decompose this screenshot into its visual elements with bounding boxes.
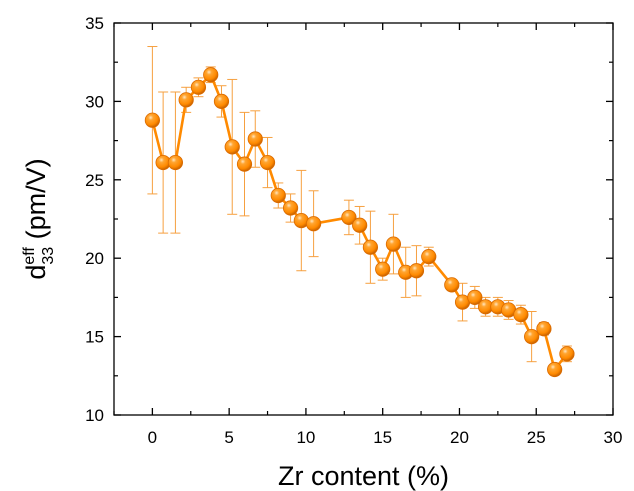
data-point: [341, 209, 357, 226]
y-axis-label: deff 33 (pm/V): [21, 158, 57, 279]
data-point: [524, 328, 540, 345]
data-point: [178, 92, 194, 108]
y-tick-label: 20: [85, 249, 104, 268]
y-tick-label: 30: [85, 92, 104, 111]
data-point: [305, 216, 322, 232]
data-point: [203, 67, 219, 83]
y-axis-label-base: d: [21, 265, 51, 280]
data-point: [167, 154, 184, 171]
data-point: [190, 79, 207, 95]
data-point: [213, 93, 230, 110]
y-axis-label-subscript: 33: [40, 247, 57, 265]
y-tick-label: 25: [85, 171, 104, 190]
data-point: [547, 361, 563, 378]
y-tick-label: 15: [85, 328, 104, 347]
x-tick-label: 0: [148, 428, 157, 447]
data-point: [270, 187, 286, 204]
data-point: [513, 307, 529, 323]
data-point: [144, 112, 160, 128]
data-point: [467, 289, 483, 305]
data-point: [375, 261, 391, 277]
error-bars: [147, 46, 572, 375]
y-axis-label-superscript: eff: [21, 247, 38, 265]
x-tick-label: 30: [604, 428, 623, 447]
data-point: [236, 156, 253, 172]
data-point: [385, 236, 402, 252]
data-point: [444, 277, 460, 293]
y-tick-label: 35: [85, 14, 104, 33]
data-point: [247, 131, 263, 147]
data-point: [259, 154, 276, 171]
y-tick-label: 10: [85, 406, 104, 425]
x-axis-ticks: 0 5 10 15 20 25 30: [113, 23, 623, 447]
data-point: [282, 200, 299, 216]
x-axis-label: Zr content (%): [278, 461, 449, 491]
x-tick-label: 15: [373, 428, 392, 447]
y-axis-ticks: 10 15 20 25 30 35: [85, 14, 613, 425]
data-point: [362, 239, 379, 255]
x-tick-label: 5: [224, 428, 233, 447]
y-axis-label-unit: (pm/V): [21, 158, 51, 247]
x-tick-label: 10: [296, 428, 315, 447]
data-point: [421, 249, 437, 265]
x-tick-label: 25: [527, 428, 546, 447]
data-point: [408, 263, 425, 279]
data-point: [224, 139, 240, 155]
data-point: [536, 321, 552, 337]
data-points: [144, 67, 575, 378]
data-point: [352, 217, 368, 233]
x-tick-label: 20: [450, 428, 469, 447]
data-point: [559, 346, 575, 362]
